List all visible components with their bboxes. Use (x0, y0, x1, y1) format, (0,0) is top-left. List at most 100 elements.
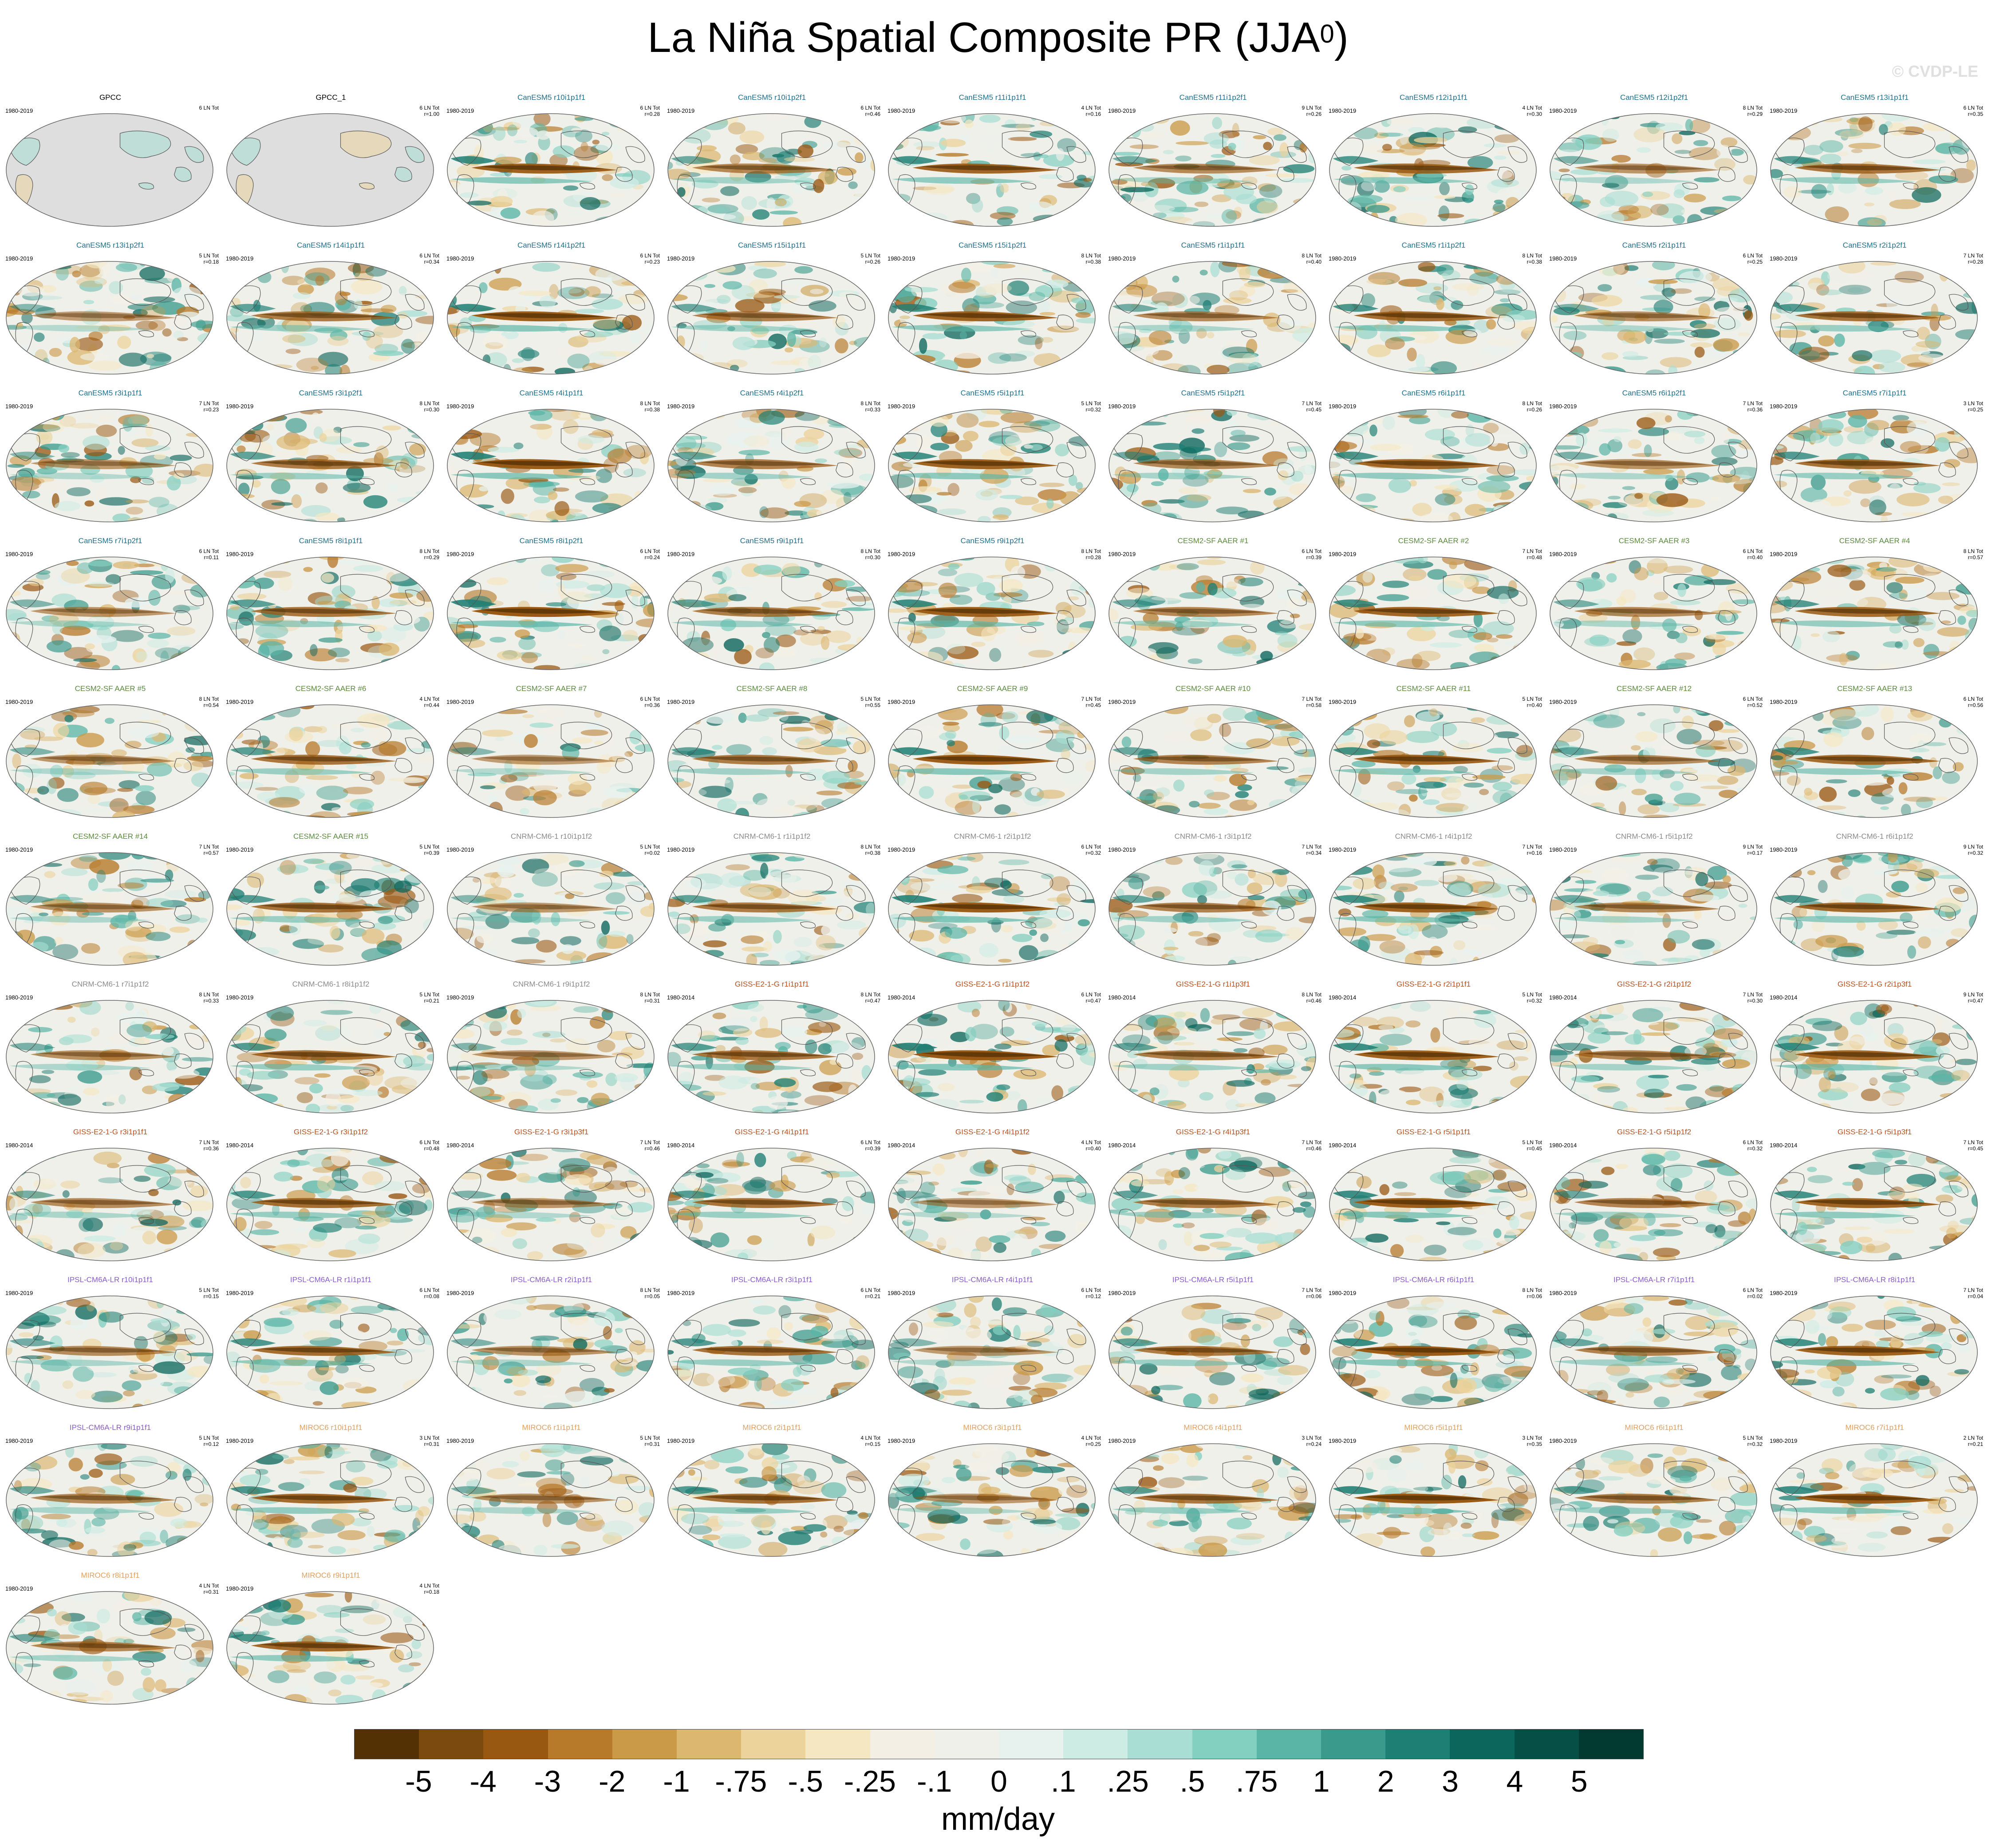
panel-years: 1980-2019 (667, 1290, 695, 1296)
map-body (227, 1000, 434, 1113)
colorbar-swatch (1514, 1730, 1579, 1759)
panel-event-count: 6 LN Tot (1743, 696, 1763, 702)
map-svg (6, 1443, 213, 1557)
page-title: La Niña Spatial Composite PR (JJA0) (0, 13, 1996, 62)
panel-years: 1980-2014 (888, 1142, 915, 1149)
panel-correlation: r=0.38 (1527, 259, 1542, 265)
panel-map (446, 704, 655, 818)
panel-event-count: 3 LN Tot (1522, 1435, 1542, 1441)
map-panel: CNRM-CM6-1 r7i1p1f2 1980-2019 8 LN Tot r=0.… (0, 980, 221, 1115)
panel-title: CESM2-SF AAER #10 (1175, 684, 1251, 693)
map-svg (667, 852, 875, 966)
map-panel: CESM2-SF AAER #6 1980-2019 4 LN Tot r=0.44 (221, 684, 441, 820)
panel-event-count: 6 LN Tot (419, 253, 439, 259)
panel-map (1549, 261, 1758, 375)
panel-event-count: 7 LN Tot (1302, 1287, 1321, 1293)
panel-title: GISS-E2-1-G r5i1p3f1 (1837, 1128, 1912, 1136)
panel-title: CanESM5 r6i1p2f1 (1622, 389, 1686, 397)
panel-years: 1980-2014 (1549, 1142, 1577, 1149)
panel-event-count: 6 LN Tot (1743, 1139, 1763, 1145)
panel-title: GISS-E2-1-G r3i1p3f1 (514, 1128, 589, 1136)
map-svg (6, 113, 213, 227)
map-panel: CanESM5 r11i1p1f1 1980-2019 4 LN Tot r=0.16 (882, 93, 1103, 229)
map-svg (226, 261, 434, 375)
panel-map (226, 1147, 434, 1262)
map-svg (447, 1148, 655, 1261)
panel-event-count: 7 LN Tot (1081, 696, 1101, 702)
panel-event-count: 4 LN Tot (860, 1435, 880, 1441)
map-panel: GISS-E2-1-G r3i1p1f2 1980-2014 6 LN Tot r=0… (221, 1128, 441, 1263)
panel-event-count: 6 LN Tot (640, 105, 660, 111)
map-panel: MIROC6 r7i1p1f1 1980-2019 2 LN Tot r=0.21 (1764, 1423, 1985, 1559)
colorbar-swatch (1128, 1730, 1192, 1759)
map-panel: CanESM5 r14i1p1f1 1980-2019 6 LN Tot r=0.34 (221, 241, 441, 376)
map-panel: MIROC6 r2i1p1f1 1980-2019 4 LN Tot r=0.15 (662, 1423, 882, 1559)
map-svg (888, 1295, 1096, 1409)
panel-years: 1980-2014 (888, 994, 915, 1001)
panel-years: 1980-2014 (1108, 994, 1136, 1001)
panel-map (226, 261, 434, 375)
panel-years: 1980-2019 (1770, 403, 1798, 410)
colorbar-tick-label: 4 (1506, 1765, 1523, 1798)
panel-map (446, 1147, 655, 1262)
panel-map (5, 113, 214, 227)
panel-years: 1980-2019 (1329, 403, 1357, 410)
panel-map (1770, 261, 1978, 375)
panel-correlation: r=0.31 (644, 1441, 660, 1447)
panel-correlation: r=0.17 (1747, 850, 1763, 856)
panel-correlation: r=0.58 (1306, 702, 1321, 708)
colorbar-swatch (1578, 1730, 1644, 1759)
map-svg (1329, 852, 1537, 966)
panel-title: CanESM5 r2i1p1f1 (1622, 241, 1686, 249)
panel-map (5, 999, 214, 1114)
panel-correlation: r=0.12 (1085, 1293, 1101, 1299)
panel-map (888, 408, 1096, 523)
map-svg (888, 409, 1096, 522)
panel-map (1549, 1147, 1758, 1262)
panel-correlation: r=0.33 (203, 998, 219, 1004)
map-svg (226, 409, 434, 522)
map-body (1109, 1000, 1316, 1113)
panel-years: 1980-2019 (667, 255, 695, 262)
panel-map (888, 261, 1096, 375)
panel-correlation: r=0.38 (865, 850, 880, 856)
panel-title: CESM2-SF AAER #8 (736, 684, 808, 693)
panel-event-count: 9 LN Tot (1743, 844, 1763, 850)
panel-correlation: r=0.46 (1306, 998, 1321, 1004)
map-panel: CanESM5 r1i1p2f1 1980-2019 8 LN Tot r=0.38 (1323, 241, 1544, 376)
panel-correlation: r=0.30 (865, 554, 880, 561)
panel-map (1329, 1147, 1537, 1262)
map-svg (1329, 704, 1537, 818)
panel-correlation: r=0.32 (1747, 1145, 1763, 1152)
map-svg (1108, 1000, 1316, 1114)
map-svg (6, 1591, 213, 1705)
panel-map (1108, 1295, 1317, 1410)
panel-event-count: 8 LN Tot (419, 548, 439, 554)
panel-years: 1980-2019 (1549, 1437, 1577, 1444)
map-body (227, 409, 434, 522)
panel-map (1770, 1295, 1978, 1410)
panel-correlation: r=0.31 (424, 1441, 439, 1447)
map-panel: CNRM-CM6-1 r3i1p1f2 1980-2019 7 LN Tot r=0.… (1103, 832, 1323, 967)
map-svg (1770, 261, 1978, 375)
panel-event-count: 8 LN Tot (640, 1287, 660, 1293)
panel-title: CNRM-CM6-1 r4i1p1f2 (1395, 832, 1472, 841)
panel-map (888, 1147, 1096, 1262)
panel-event-count: 8 LN Tot (860, 844, 880, 850)
map-svg (1550, 704, 1757, 818)
panel-event-count: 4 LN Tot (1081, 105, 1101, 111)
panel-correlation: r=0.32 (1527, 998, 1542, 1004)
panel-correlation: r=1.00 (424, 111, 439, 117)
panel-event-count: 9 LN Tot (1963, 844, 1983, 850)
panel-event-count: 8 LN Tot (199, 991, 219, 998)
map-panel: CESM2-SF AAER #9 1980-2019 7 LN Tot r=0.45 (882, 684, 1103, 820)
panel-years: 1980-2014 (226, 1142, 254, 1149)
panel-years: 1980-2019 (1549, 551, 1577, 557)
panel-map (5, 704, 214, 818)
panel-correlation: r=0.36 (644, 702, 660, 708)
panel-years: 1980-2014 (667, 1142, 695, 1149)
panel-title: IPSL-CM6A-LR r9i1p1f1 (69, 1423, 151, 1432)
panel-years: 1980-2019 (1329, 255, 1357, 262)
map-body (447, 705, 654, 817)
panel-map (1108, 556, 1317, 671)
